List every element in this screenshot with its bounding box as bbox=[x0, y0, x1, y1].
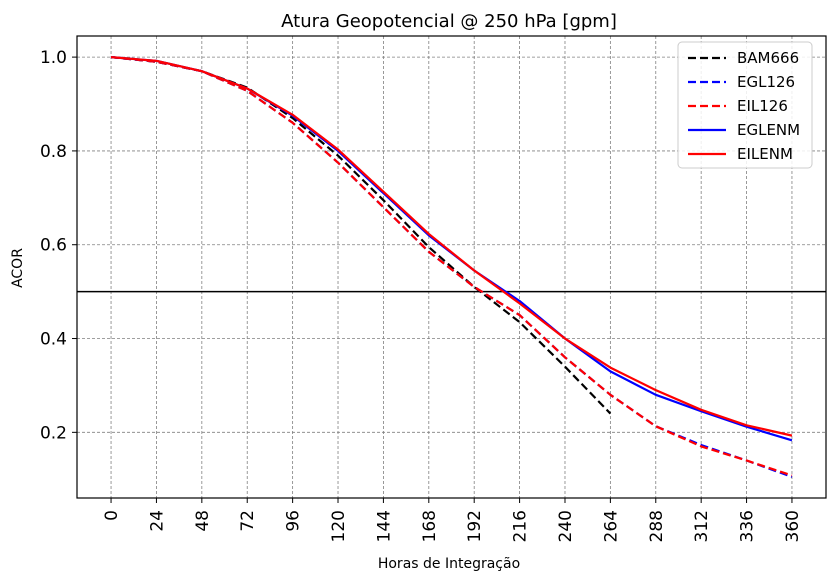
series-line-bam666 bbox=[110, 56, 612, 415]
x-tick-label: 240 bbox=[556, 510, 576, 542]
x-tick-label: 192 bbox=[465, 510, 485, 542]
x-tick-label: 288 bbox=[647, 510, 667, 542]
legend-label-eil126: EIL126 bbox=[737, 97, 788, 115]
x-tick-label: 24 bbox=[147, 510, 167, 532]
x-axis: 0 24 48 72 96 120 144 168 192 216 240 264 288 312 336 3… bbox=[102, 498, 803, 542]
plot-frame bbox=[76, 35, 827, 499]
legend-label-eilenm: EILENM bbox=[737, 145, 793, 163]
legend-label-eglenm: EGLENM bbox=[737, 121, 800, 139]
y-axis-label: ACOR bbox=[10, 248, 26, 288]
x-tick-label: 72 bbox=[238, 510, 258, 532]
y-tick-label: 0.6 bbox=[40, 236, 67, 256]
legend-label-bam666: BAM666 bbox=[737, 49, 799, 67]
series-line-eilenm bbox=[110, 56, 793, 437]
x-tick-label: 312 bbox=[692, 510, 712, 542]
legend-box bbox=[677, 41, 813, 169]
legend-label-egl126: EGL126 bbox=[737, 73, 795, 91]
x-tick-label: 216 bbox=[511, 510, 531, 542]
series-layer bbox=[110, 56, 793, 478]
y-tick-label: 0.8 bbox=[40, 142, 67, 162]
y-tick-label: 1.0 bbox=[40, 48, 67, 68]
legend: BAM666 EGL126 EIL126 EGLENM EILENM bbox=[677, 41, 813, 169]
x-tick-label: 0 bbox=[102, 510, 122, 521]
x-tick-label: 168 bbox=[420, 510, 440, 542]
x-tick-label: 120 bbox=[329, 510, 349, 542]
x-tick-label: 96 bbox=[284, 510, 304, 532]
x-tick-label: 264 bbox=[601, 510, 621, 542]
series-line-eil126 bbox=[110, 56, 793, 477]
y-axis: 0.2 0.4 0.6 0.8 1.0 bbox=[40, 48, 77, 443]
grid bbox=[77, 36, 826, 498]
x-axis-label: Horas de Integração bbox=[378, 556, 520, 572]
y-tick-label: 0.2 bbox=[40, 423, 67, 443]
x-tick-label: 336 bbox=[738, 510, 758, 542]
x-tick-label: 48 bbox=[193, 510, 213, 532]
y-tick-label: 0.4 bbox=[40, 330, 67, 350]
chart-title: Atura Geopotencial @ 250 hPa [gpm] bbox=[281, 11, 617, 32]
x-tick-label: 360 bbox=[783, 510, 803, 542]
x-tick-label: 144 bbox=[374, 510, 394, 542]
